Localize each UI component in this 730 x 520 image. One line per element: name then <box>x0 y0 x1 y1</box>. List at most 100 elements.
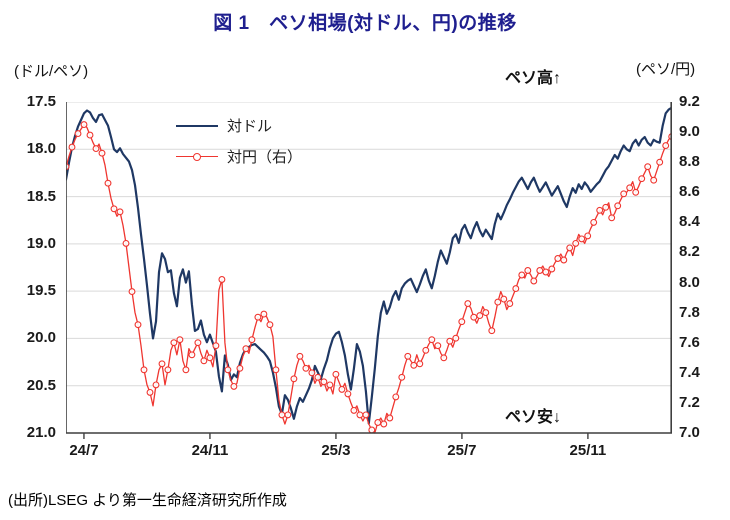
marker-circle <box>536 267 544 274</box>
marker-circle <box>620 190 628 198</box>
marker-circle <box>500 295 508 303</box>
marker-circle <box>458 318 466 326</box>
marker-circle <box>518 271 526 279</box>
legend: 対ドル 対円（右） <box>176 110 302 172</box>
marker-circle <box>338 385 346 393</box>
marker-circle <box>218 276 226 283</box>
marker-circle <box>170 339 178 347</box>
marker-circle <box>278 411 286 419</box>
marker-circle <box>596 206 604 214</box>
marker-circle <box>572 239 580 247</box>
marker-circle <box>152 381 160 389</box>
y-axis-left-tick-label: 18.5 <box>26 187 56 205</box>
y-axis-right-tick-label: 8.6 <box>679 183 700 201</box>
marker-circle <box>290 375 298 383</box>
marker-circle <box>200 357 208 365</box>
marker-circle <box>506 300 514 308</box>
marker-circle <box>602 203 610 211</box>
y-axis-right-tick-label: 7.8 <box>679 303 700 321</box>
legend-item-jpy: 対円（右） <box>176 141 302 172</box>
marker-circle <box>122 239 130 247</box>
marker-circle <box>398 373 406 381</box>
marker-circle <box>68 143 76 151</box>
marker-circle <box>308 369 316 377</box>
marker-circle <box>98 149 106 157</box>
marker-circle <box>482 309 490 317</box>
marker-circle <box>416 360 424 368</box>
marker-circle <box>314 373 322 381</box>
marker-circle <box>470 313 478 321</box>
marker-circle <box>548 265 556 273</box>
marker-circle <box>632 188 640 196</box>
marker-circle <box>650 176 658 184</box>
y-axis-right-tick-label: 8.4 <box>679 213 700 231</box>
left-axis-unit-label: (ドル/ペソ) <box>14 63 89 80</box>
y-axis-right-tick-label: 9.2 <box>679 93 700 110</box>
marker-circle <box>626 184 634 192</box>
marker-circle <box>476 312 484 320</box>
marker-circle <box>272 366 280 374</box>
peso-high-annotation: ペソ高↑ <box>504 70 561 87</box>
source-note: (出所)LSEG より第一生命経済研究所作成 <box>8 492 287 509</box>
chart-title: 図 1 ペソ相場(対ドル、円)の推移 <box>213 13 517 34</box>
marker-circle <box>494 298 502 306</box>
marker-circle <box>608 214 616 222</box>
y-axis-right-tick-label: 7.2 <box>679 393 700 411</box>
marker-circle <box>236 364 244 372</box>
legend-item-usd: 対ドル <box>176 110 302 141</box>
marker-circle <box>356 411 364 419</box>
marker-circle <box>560 256 568 264</box>
x-axis-tick-label: 24/11 <box>191 442 229 459</box>
marker-circle <box>206 354 214 362</box>
marker-circle <box>284 411 292 419</box>
marker-circle <box>614 202 622 210</box>
marker-circle <box>566 244 574 252</box>
marker-circle <box>158 360 166 368</box>
marker-circle <box>182 366 190 374</box>
legend-label-jpy: 対円（右） <box>227 149 303 166</box>
plot-svg <box>66 102 672 439</box>
marker-circle <box>392 393 400 401</box>
marker-circle <box>638 175 646 183</box>
marker-circle <box>134 321 142 329</box>
marker-circle <box>488 327 496 335</box>
marker-circle <box>92 145 100 153</box>
y-axis-right-tick-label: 8.2 <box>679 243 700 261</box>
y-axis-left-tick-label: 19.0 <box>26 234 56 252</box>
marker-circle <box>656 158 664 166</box>
x-axis-tick-label: 25/7 <box>447 442 477 459</box>
marker-circle <box>404 352 412 360</box>
y-axis-right-tick-label: 8.8 <box>679 153 700 171</box>
marker-circle <box>254 313 262 321</box>
marker-circle <box>104 179 112 187</box>
jpy-line-sample-icon <box>176 152 218 162</box>
marker-circle <box>188 351 196 359</box>
y-axis-right-tick-label: 7.0 <box>679 424 700 441</box>
marker-circle <box>116 208 124 216</box>
x-axis-tick-label: 25/3 <box>321 442 351 459</box>
y-axis-right-tick-label: 8.0 <box>679 273 700 291</box>
marker-circle <box>230 382 238 390</box>
marker-circle <box>464 300 472 308</box>
marker-circle <box>260 310 268 318</box>
marker-circle <box>422 346 430 354</box>
marker-circle <box>554 255 562 262</box>
marker-circle <box>146 388 154 396</box>
marker-circle <box>128 288 136 296</box>
marker-circle <box>326 381 334 389</box>
marker-circle <box>80 121 88 129</box>
marker-circle <box>434 342 442 350</box>
x-axis-tick-label: 24/7 <box>69 442 99 459</box>
marker-circle <box>86 131 94 139</box>
y-axis-left-tick-label: 17.5 <box>26 93 56 110</box>
marker-circle <box>332 370 340 378</box>
marker-circle <box>140 366 148 374</box>
marker-circle <box>446 337 454 345</box>
y-axis-right-tick-label: 7.4 <box>679 363 700 381</box>
right-axis-unit-label: (ペソ/円) <box>636 61 696 78</box>
marker-circle <box>242 345 250 353</box>
y-axis-left-tick-label: 19.5 <box>26 282 56 300</box>
marker-circle <box>662 142 670 150</box>
series-line-vs-dollar <box>66 106 672 425</box>
